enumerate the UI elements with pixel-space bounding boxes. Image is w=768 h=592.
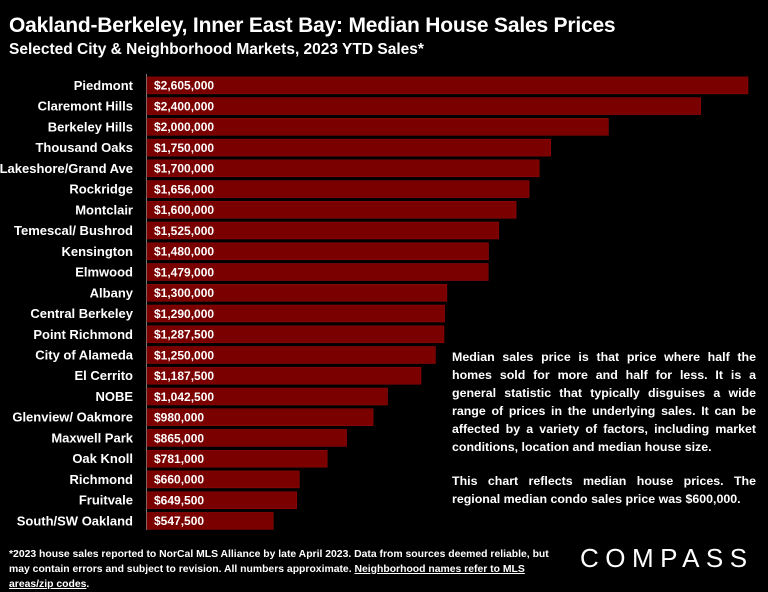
category-label-21: South/SW Oakland	[17, 513, 133, 528]
footnote: *2023 house sales reported to NorCal MLS…	[9, 547, 569, 592]
bars-group: Piedmont $2,605,000 Claremont Hills $2,400,…	[0, 76, 749, 530]
category-label-2: Berkeley Hills	[48, 119, 133, 134]
value-label-19: $660,000	[154, 473, 204, 487]
value-label-12: $1,287,500	[154, 328, 214, 342]
bar-16	[146, 408, 374, 426]
bar-19	[146, 470, 300, 489]
category-label-5: Rockridge	[69, 182, 133, 197]
category-label-9: Elmwood	[75, 265, 133, 280]
category-label-10: Albany	[90, 285, 134, 300]
category-label-17: Maxwell Park	[51, 430, 133, 445]
value-label-0: $2,605,000	[154, 79, 214, 93]
footnote-link[interactable]: Neighborhood names refer to MLS areas/zi…	[9, 564, 525, 590]
value-label-17: $865,000	[154, 431, 204, 445]
category-label-13: City of Alameda	[35, 348, 134, 363]
bar-18	[146, 449, 328, 468]
value-label-16: $980,000	[154, 411, 204, 425]
bar-11	[146, 304, 445, 323]
value-label-18: $781,000	[154, 452, 204, 466]
value-label-1: $2,400,000	[154, 99, 214, 113]
bar-20	[146, 491, 298, 509]
value-label-10: $1,300,000	[154, 286, 214, 300]
category-label-11: Central Berkeley	[30, 306, 133, 321]
category-label-6: Montclair	[75, 202, 133, 217]
category-label-18: Oak Knoll	[72, 451, 133, 466]
value-label-3: $1,750,000	[154, 141, 214, 155]
bar-21	[146, 512, 274, 530]
value-label-14: $1,187,500	[154, 369, 214, 383]
explanation-note: Median sales price is that price where h…	[452, 348, 756, 524]
bar-7	[146, 221, 500, 240]
value-label-13: $1,250,000	[154, 348, 214, 362]
compass-logo: COMPASS	[580, 543, 754, 573]
category-label-19: Richmond	[69, 472, 133, 487]
footnote-text: *2023 house sales reported to NorCal MLS…	[9, 549, 549, 575]
value-label-2: $2,000,000	[154, 120, 214, 134]
bar-5	[146, 180, 530, 198]
category-label-16: Glenview/ Oakmore	[12, 410, 133, 425]
category-label-12: Point Richmond	[33, 327, 133, 342]
value-label-8: $1,480,000	[154, 245, 214, 259]
bar-4	[146, 159, 540, 178]
chart-title: Oakland-Berkeley, Inner East Bay: Median…	[9, 14, 616, 37]
bar-1	[146, 97, 701, 115]
chart-subtitle: Selected City & Neighborhood Markets, 20…	[9, 41, 424, 58]
value-label-6: $1,600,000	[154, 203, 214, 217]
bar-3	[146, 138, 551, 157]
category-label-3: Thousand Oaks	[35, 140, 133, 155]
bar-15	[146, 387, 388, 406]
note-paragraph-1: Median sales price is that price where h…	[452, 350, 756, 454]
footnote-end: .	[86, 579, 90, 590]
bar-17	[146, 429, 347, 447]
note-paragraph-2: This chart reflects median house prices.…	[452, 474, 756, 506]
bar-10	[146, 284, 448, 302]
category-label-20: Fruitvale	[79, 493, 133, 508]
value-label-15: $1,042,500	[154, 390, 214, 404]
category-label-1: Claremont Hills	[38, 99, 133, 114]
value-label-4: $1,700,000	[154, 162, 214, 176]
bar-2	[146, 118, 609, 136]
category-label-7: Temescal/ Bushrod	[14, 223, 133, 238]
bar-14	[146, 366, 422, 385]
category-label-15: NOBE	[95, 389, 133, 404]
bar-9	[146, 263, 489, 281]
category-label-0: Piedmont	[74, 78, 134, 93]
category-label-14: El Cerrito	[74, 368, 133, 383]
bar-12	[146, 325, 445, 344]
value-label-7: $1,525,000	[154, 224, 214, 238]
bar-13	[146, 346, 436, 364]
value-label-9: $1,479,000	[154, 265, 214, 279]
bar-8	[146, 242, 489, 261]
category-label-4: Lakeshore/Grand Ave	[0, 161, 133, 176]
value-label-5: $1,656,000	[154, 182, 214, 196]
category-label-8: Kensington	[62, 244, 134, 259]
value-label-20: $649,500	[154, 494, 204, 508]
value-label-21: $547,500	[154, 514, 204, 528]
bar-6	[146, 201, 517, 219]
value-label-11: $1,290,000	[154, 307, 214, 321]
bar-0	[146, 76, 749, 95]
